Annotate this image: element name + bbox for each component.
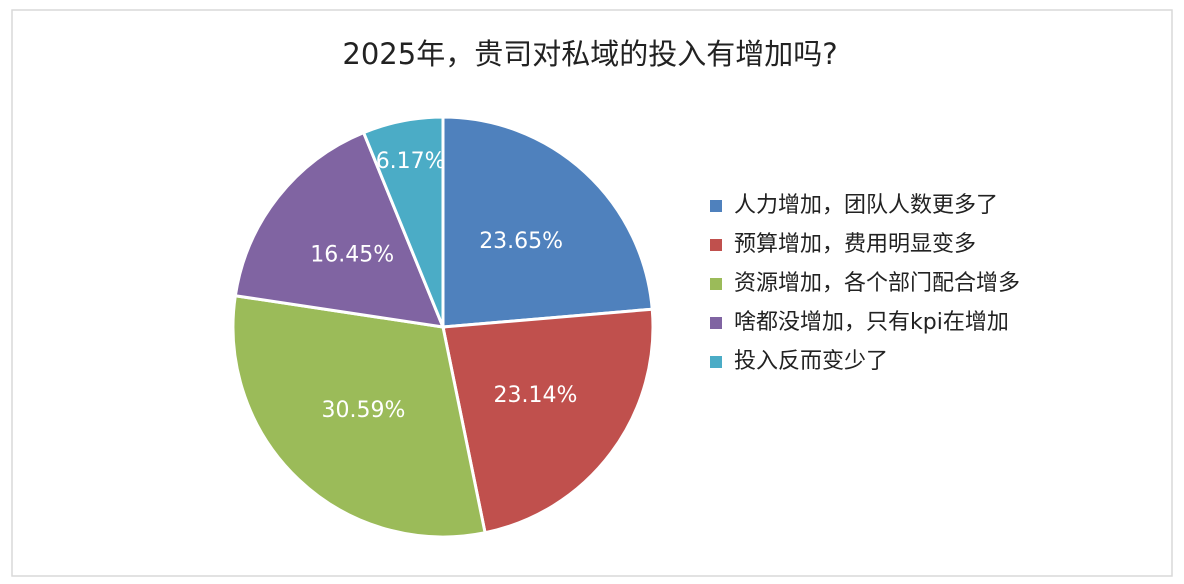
pie-slice xyxy=(231,294,487,539)
legend-label: 人力增加，团队人数更多了 xyxy=(734,193,998,218)
legend-label: 预算增加，费用明显变多 xyxy=(734,232,976,257)
legend-swatch xyxy=(710,317,722,329)
pie-slice xyxy=(233,130,446,329)
legend-label: 资源增加，各个部门配合增多 xyxy=(734,271,1020,296)
data-label: 6.17% xyxy=(376,149,446,174)
legend-label: 啥都没增加，只有kpi在增加 xyxy=(734,310,1009,335)
data-label: 23.14% xyxy=(494,383,578,408)
pie-slice xyxy=(441,115,654,329)
chart-title: 2025年，贵司对私域的投入有增加吗? xyxy=(342,37,837,71)
data-label: 30.59% xyxy=(322,398,406,423)
pie-slice xyxy=(441,307,655,535)
pie-slice xyxy=(361,115,445,328)
legend-label: 投入反而变少了 xyxy=(734,349,888,374)
legend-swatch xyxy=(710,356,722,368)
legend-swatch xyxy=(710,239,722,251)
data-label: 23.65% xyxy=(479,229,563,254)
legend-swatch xyxy=(710,200,722,212)
legend-swatch xyxy=(710,278,722,290)
data-label: 16.45% xyxy=(310,243,394,268)
